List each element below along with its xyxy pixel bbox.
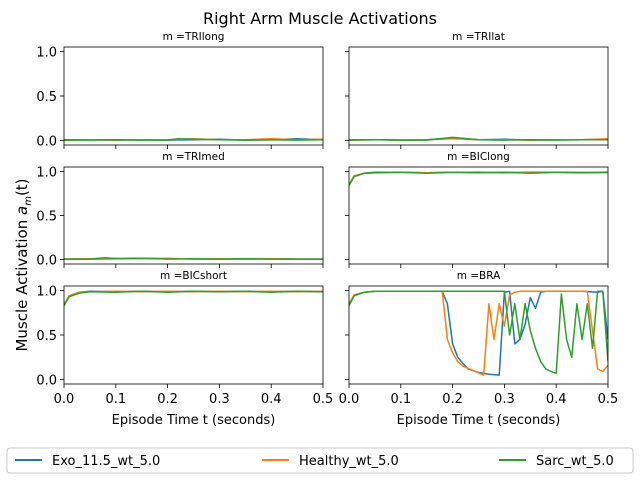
x-tick-label: 0.4 — [261, 392, 282, 407]
plot-frame — [348, 285, 609, 385]
legend-frame — [6, 447, 634, 474]
series-line-5-2 — [349, 290, 608, 375]
y-axis-label-arg: (t) — [13, 178, 31, 196]
subplot-1: m =TRIlat — [345, 31, 609, 149]
plot-frame — [63, 166, 324, 265]
y-axis-label: Muscle Activation am(t) — [13, 178, 34, 351]
y-tick-label: 0.5 — [36, 329, 57, 344]
x-tick-label: 0.0 — [339, 392, 360, 407]
y-tick-label: 0.0 — [36, 374, 57, 389]
y-tick-label: 1.0 — [36, 165, 57, 180]
x-tick-label: 0.2 — [157, 392, 178, 407]
subplot-title: m =TRIlong — [163, 31, 225, 43]
subplot-0: m =TRIlong 0.0 0.5 1.0 — [36, 31, 324, 150]
x-tick-label: 0.2 — [442, 392, 463, 407]
subplot-title: m =BRA — [457, 270, 501, 282]
x-tick-label: 0.5 — [313, 392, 334, 407]
plot-frame — [63, 285, 324, 385]
y-axis-label-sub: m — [23, 196, 34, 206]
x-tick-label: 0.0 — [54, 392, 75, 407]
y-tick-label: 0.5 — [36, 90, 57, 105]
series-line-4-0 — [64, 290, 323, 306]
subplot-3: m =BIClong — [345, 151, 609, 268]
subplot-title: m =TRImed — [162, 151, 225, 163]
legend-label-1: Healthy_wt_5.0 — [299, 454, 399, 469]
series-line-3-1 — [349, 171, 608, 185]
y-tick-label: 0.0 — [36, 254, 57, 269]
series-line-0-2 — [64, 138, 323, 141]
series-line-5-1 — [349, 290, 608, 376]
subplot-title: m =BICshort — [160, 270, 227, 282]
plot-frame — [348, 46, 609, 146]
subplot-5: m =BRA 0.0 0.1 0.2 0.3 0.4 0.5 Episode Time t (… — [339, 270, 619, 428]
chart-title: Right Arm Muscle Activations — [203, 9, 437, 28]
series-line-1-2 — [349, 136, 608, 141]
y-tick-label: 1.0 — [36, 45, 57, 60]
subplot-4: m =BICshort 0.0 0.1 0.2 0.3 0.4 0.5 0.0 0.5 1.0 Ep… — [36, 270, 333, 428]
plot-frame — [348, 166, 609, 265]
legend: Exo_11.5_wt_5.0 Healthy_wt_5.0 Sarc_wt_5.0 — [6, 447, 634, 474]
subplot-2: m =TRImed 0.0 0.5 1.0 — [36, 151, 324, 269]
y-axis-label-text: Muscle Activation — [13, 215, 31, 352]
legend-label-2: Sarc_wt_5.0 — [536, 454, 614, 469]
series-line-5-0 — [349, 290, 608, 376]
subplot-title: m =BIClong — [447, 151, 510, 163]
y-tick-label: 1.0 — [36, 284, 57, 299]
x-tick-label: 0.4 — [546, 392, 567, 407]
plot-frame — [63, 46, 324, 146]
x-tick-label: 0.3 — [494, 392, 515, 407]
x-tick-label: 0.3 — [209, 392, 230, 407]
subplot-title: m =TRIlat — [452, 31, 505, 43]
x-axis-label: Episode Time t (seconds) — [397, 413, 561, 428]
legend-label-0: Exo_11.5_wt_5.0 — [52, 454, 160, 469]
series-line-3-2 — [349, 171, 608, 186]
y-tick-label: 0.0 — [36, 135, 57, 150]
x-tick-label: 0.1 — [105, 392, 126, 407]
series-line-4-1 — [64, 290, 323, 306]
y-tick-label: 0.5 — [36, 210, 57, 225]
series-line-2-2 — [64, 257, 323, 260]
series-line-3-0 — [349, 171, 608, 185]
x-tick-label: 0.1 — [390, 392, 411, 407]
x-axis-label: Episode Time t (seconds) — [112, 413, 276, 428]
x-tick-label: 0.5 — [598, 392, 619, 407]
subplot-grid: m =TRIlong 0.0 0.5 1.0 m =TRIlat m =TRImed 0.0… — [36, 31, 618, 428]
y-axis-label-var: a — [13, 206, 31, 215]
series-line-4-2 — [64, 290, 323, 306]
